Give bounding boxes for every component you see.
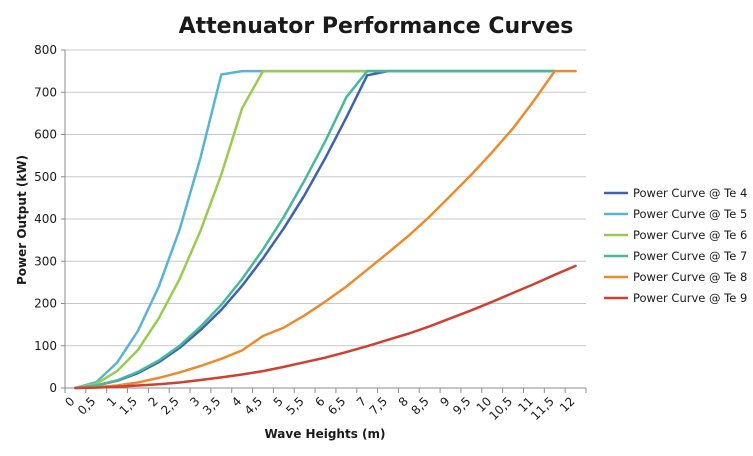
y-tick-label: 800 xyxy=(34,43,57,57)
series-line-te-7 xyxy=(74,69,556,390)
x-tick-label: 3,5 xyxy=(200,394,223,417)
x-axis-title: Wave Heights (m) xyxy=(264,427,385,441)
x-tick-label: 7,5 xyxy=(367,394,390,417)
legend-label: Power Curve @ Te 8 xyxy=(633,270,747,284)
axes xyxy=(61,49,587,393)
x-tick-label: 9,5 xyxy=(450,394,473,417)
y-tick-label: 700 xyxy=(34,85,57,99)
series-lines xyxy=(74,69,577,390)
series-line-te-6 xyxy=(74,69,556,390)
y-tick-label: 600 xyxy=(34,128,57,142)
legend-label: Power Curve @ Te 9 xyxy=(633,291,747,305)
x-tick-label: 0,5 xyxy=(75,394,98,417)
legend-label: Power Curve @ Te 7 xyxy=(633,249,747,263)
series-line-te-5 xyxy=(74,69,556,390)
y-tick-label: 500 xyxy=(34,170,57,184)
x-tick-label: 12 xyxy=(557,394,578,415)
chart-title: Attenuator Performance Curves xyxy=(179,14,574,39)
legend: Power Curve @ Te 4 Power Curve @ Te 5 Powe… xyxy=(604,186,747,305)
y-tick-label: 0 xyxy=(49,381,57,395)
series-line-te-9 xyxy=(74,264,577,390)
y-tick-labels: 0 100 200 300 400 500 600 700 800 xyxy=(34,43,57,395)
series-line-te-4 xyxy=(74,69,556,390)
y-tick-label: 400 xyxy=(34,212,57,226)
x-tick-label: 10,5 xyxy=(486,394,515,423)
x-tick-label: 4,5 xyxy=(242,394,265,417)
y-tick-label: 100 xyxy=(34,339,57,353)
legend-label: Power Curve @ Te 5 xyxy=(633,207,747,221)
y-axis-title: Power Output (kW) xyxy=(15,155,29,285)
x-tick-labels: 00,5 11,5 22,5 33,5 44,5 55,5 66,5 77,5 88,5 99,5… xyxy=(62,394,577,423)
series-line-te-8 xyxy=(74,69,577,390)
x-tick-label: 6,5 xyxy=(325,394,348,417)
legend-label: Power Curve @ Te 4 xyxy=(633,186,747,200)
x-tick-label: 8,5 xyxy=(408,394,431,417)
x-tick-label: 2,5 xyxy=(158,394,181,417)
y-tick-label: 300 xyxy=(34,254,57,268)
x-tick-label: 5,5 xyxy=(283,394,306,417)
legend-label: Power Curve @ Te 6 xyxy=(633,228,747,242)
y-tick-label: 200 xyxy=(34,297,57,311)
x-tick-label: 11,5 xyxy=(528,394,557,423)
x-tick-label: 1,5 xyxy=(117,394,140,417)
